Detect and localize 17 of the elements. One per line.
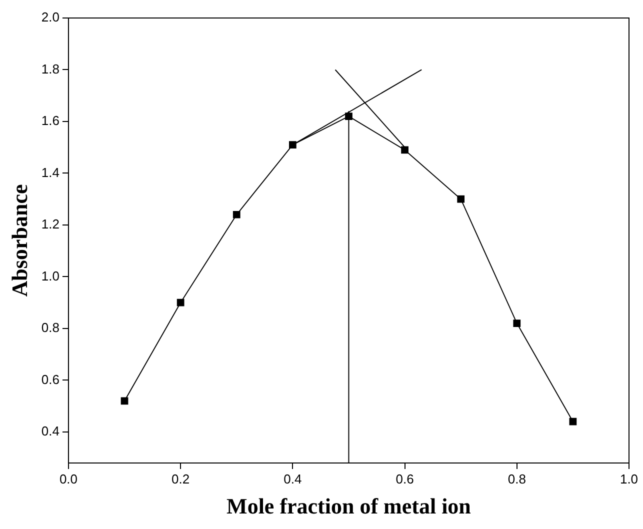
x-tick-label: 0.4 bbox=[284, 471, 302, 486]
y-tick-label: 1.4 bbox=[41, 164, 60, 180]
y-tick-label: 0.8 bbox=[41, 320, 60, 336]
y-tick-label: 2.0 bbox=[41, 10, 60, 25]
y-tick-label: 1.6 bbox=[41, 113, 60, 128]
y-tick-label: 1.0 bbox=[41, 268, 60, 284]
x-axis-title: Mole fraction of metal ion bbox=[226, 493, 471, 518]
y-tick-label: 0.4 bbox=[41, 424, 60, 439]
x-tick-label: 0.2 bbox=[172, 471, 190, 486]
y-tick-label: 1.2 bbox=[41, 216, 60, 232]
x-tick-label: 0.8 bbox=[508, 471, 526, 486]
x-tick-label: 1.0 bbox=[620, 471, 638, 486]
x-tick-label: 0.0 bbox=[59, 471, 78, 486]
y-axis-title: Absorbance bbox=[6, 184, 32, 297]
y-tick-label: 0.6 bbox=[41, 372, 60, 387]
y-tick-label: 1.8 bbox=[41, 61, 60, 76]
x-tick-label: 0.6 bbox=[396, 471, 414, 486]
